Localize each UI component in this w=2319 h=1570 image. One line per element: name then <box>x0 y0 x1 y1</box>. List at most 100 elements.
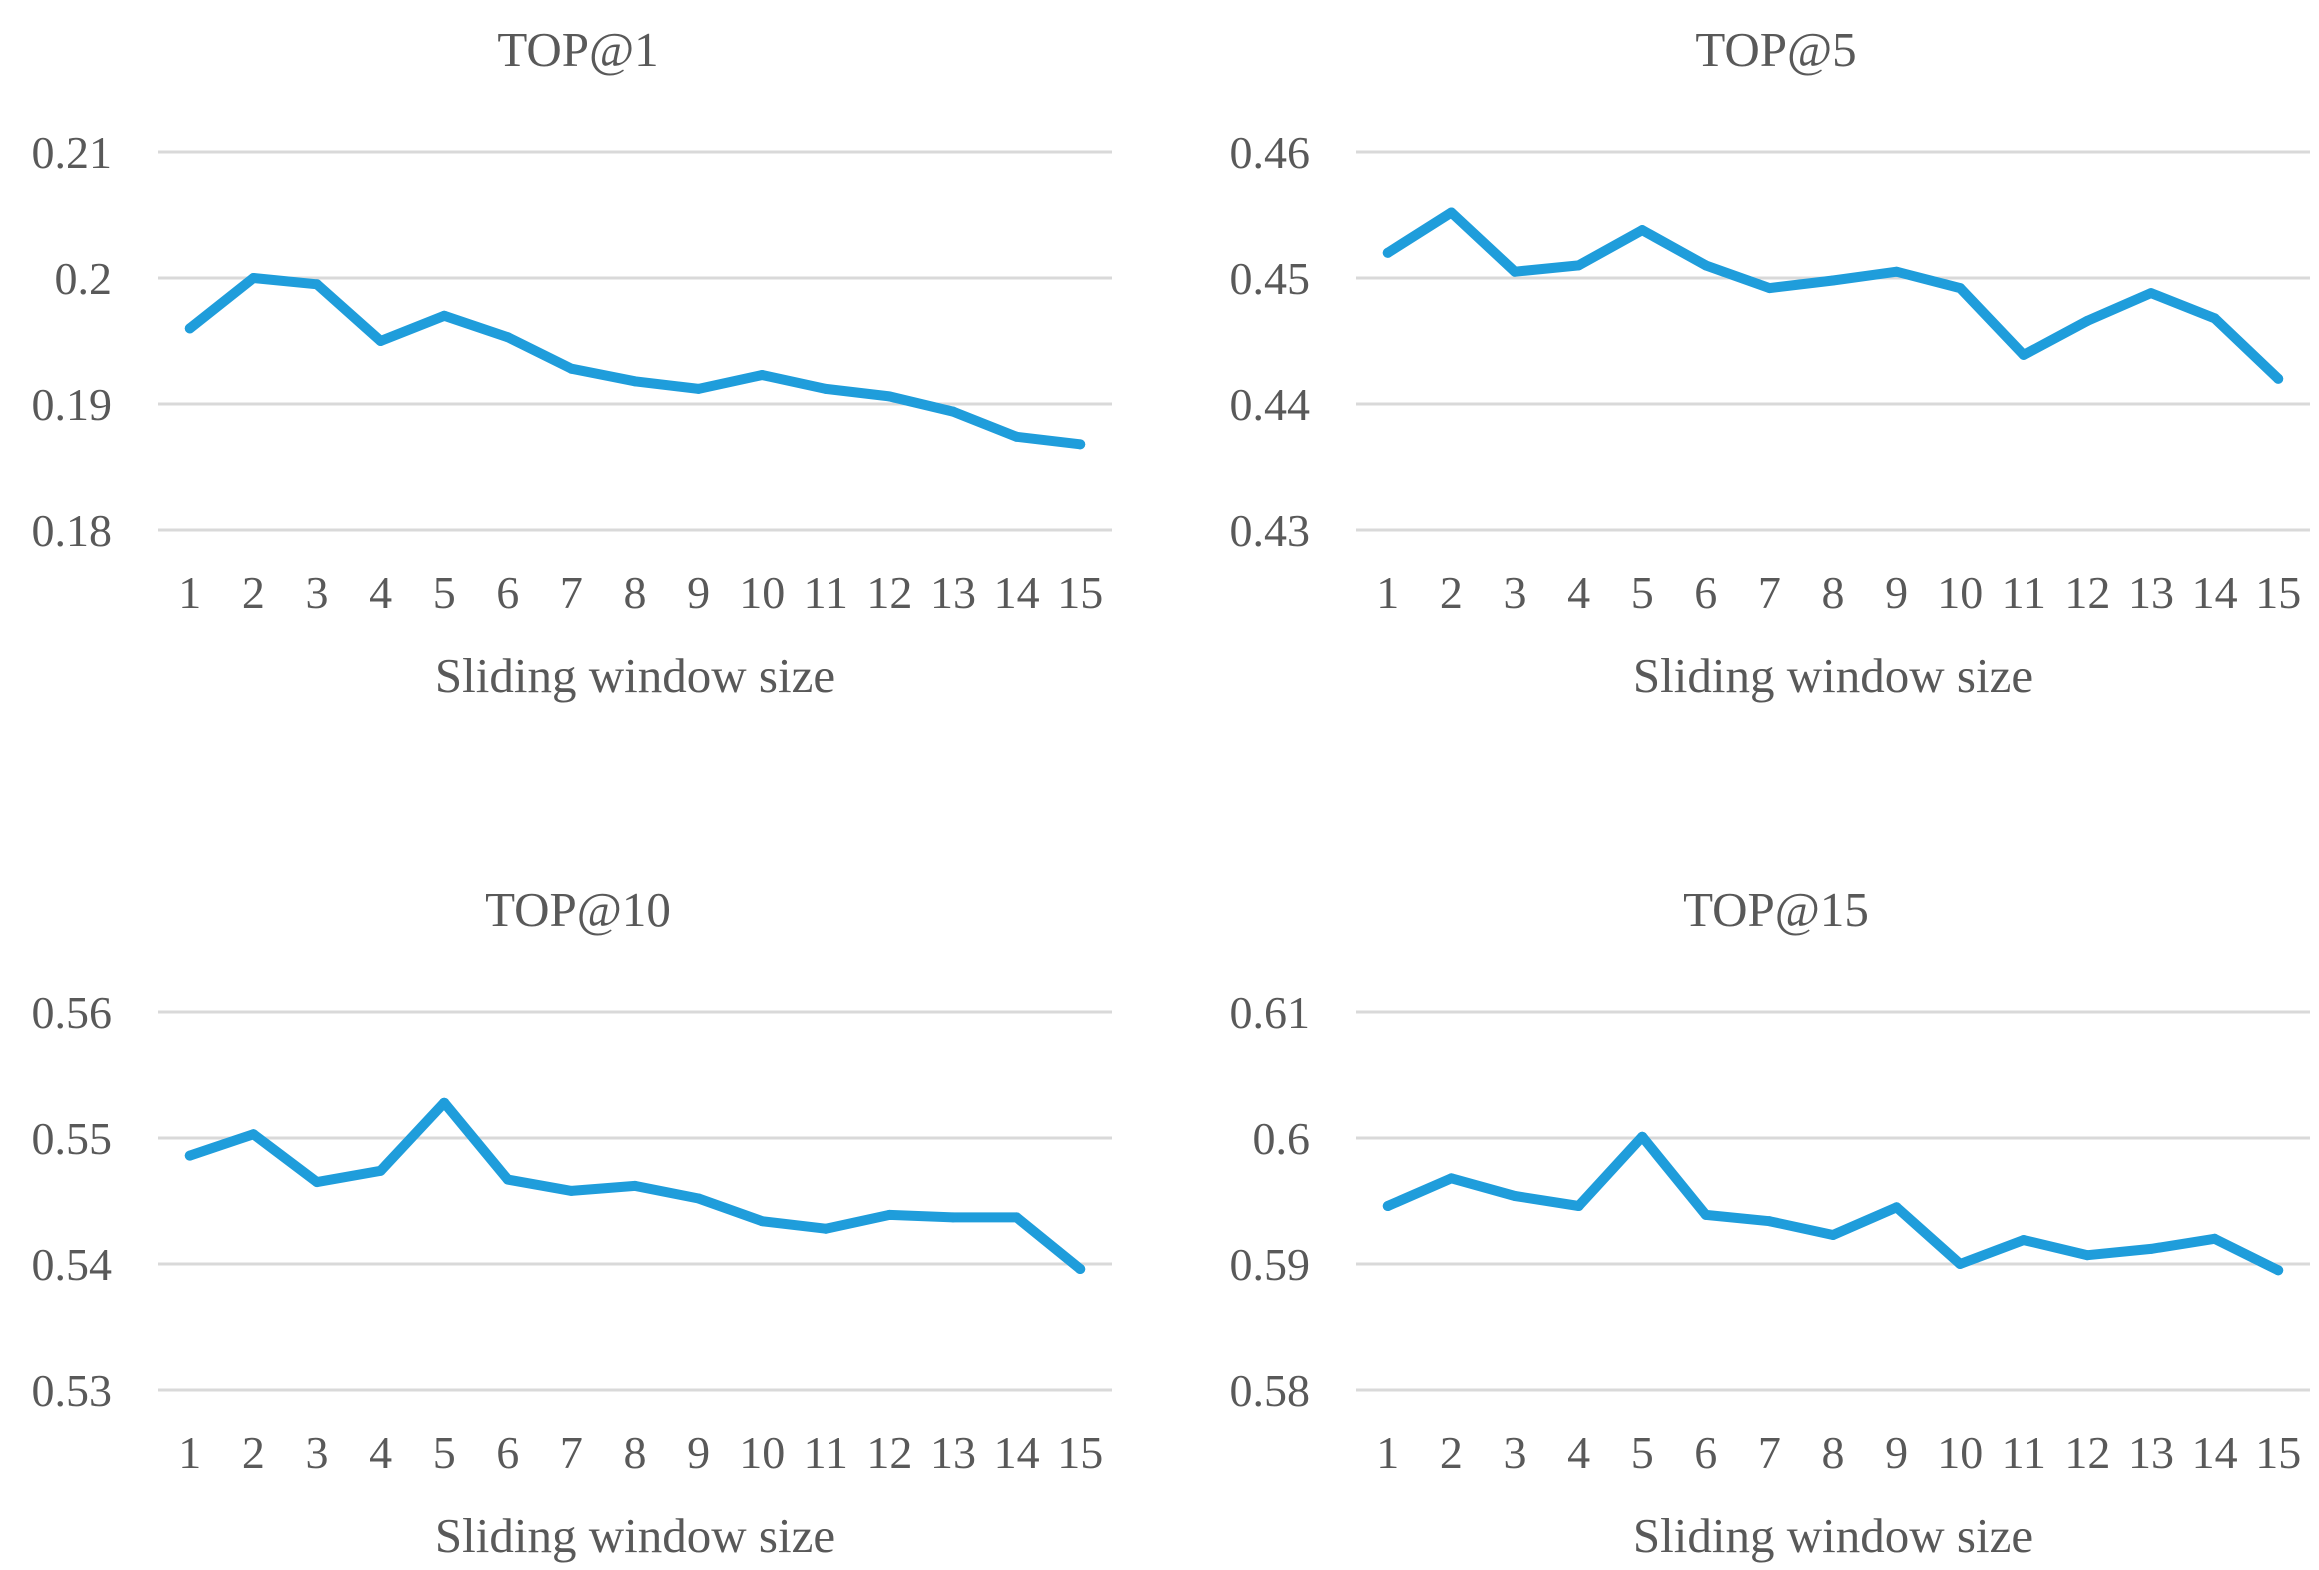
series-line <box>1382 207 2284 384</box>
chart-panel-3: TOP@100.530.540.550.561 2 3 4 5 6 7 8 9 10 11 12 13 1… <box>32 882 1112 1563</box>
x-tick-label: 14 <box>994 1427 1040 1478</box>
data-point <box>1637 225 1648 236</box>
data-point <box>948 406 958 417</box>
y-tick-label: 0.18 <box>32 505 113 556</box>
chart-panel-4: TOP@150.580.590.60.611 2 3 4 5 6 7 8 9 10 11 12 13 14… <box>1230 882 2310 1563</box>
x-tick-label: 5 <box>1631 1427 1654 1478</box>
data-point <box>1382 247 1393 258</box>
x-tick-label: 11 <box>2002 1427 2046 1478</box>
data-point <box>566 363 577 374</box>
x-tick-label: 9 <box>687 567 710 618</box>
x-tick-label: 12 <box>2064 1427 2110 1478</box>
x-tick-label: 15 <box>1057 1427 1103 1478</box>
x-tick-label: 8 <box>624 567 647 618</box>
x-tick-label: 13 <box>2128 1427 2174 1478</box>
data-point <box>1955 1259 1966 1269</box>
data-point <box>1446 1173 1457 1184</box>
x-tick-label: 10 <box>1937 567 1983 618</box>
data-point <box>757 370 768 381</box>
x-tick-label: 1 <box>1376 567 1399 618</box>
data-point <box>1700 1209 1711 1220</box>
data-point <box>1446 207 1457 218</box>
data-point <box>1828 1230 1838 1241</box>
y-tick-label: 0.58 <box>1230 1365 1311 1416</box>
data-point <box>2146 288 2156 299</box>
x-tick-label: 4 <box>369 1427 392 1478</box>
x-tick-label: 14 <box>994 567 1040 618</box>
data-point <box>693 1193 704 1204</box>
x-tick-label: 15 <box>2255 567 2301 618</box>
x-tick-label: 7 <box>560 1427 583 1478</box>
chart-title: TOP@1 <box>497 22 658 77</box>
x-tick-label: 4 <box>1567 1427 1590 1478</box>
data-point <box>757 1216 768 1227</box>
data-point <box>1382 1201 1393 1212</box>
data-point <box>184 1150 195 1161</box>
data-point <box>312 279 322 290</box>
x-axis-title: Sliding window size <box>1633 648 2033 703</box>
data-point <box>820 1223 831 1234</box>
x-tick-label: 14 <box>2192 1427 2238 1478</box>
x-tick-label: 1 <box>178 567 201 618</box>
series-line <box>1382 1131 2284 1276</box>
x-tick-label: 10 <box>1937 1427 1983 1478</box>
data-point <box>375 1165 386 1176</box>
data-point <box>312 1177 322 1188</box>
data-point <box>502 332 513 343</box>
x-tick-label: 12 <box>2064 567 2110 618</box>
y-tick-label: 0.55 <box>32 1113 113 1164</box>
x-tick-label: 2 <box>242 1427 265 1478</box>
x-tick-label: 12 <box>866 1427 912 1478</box>
x-tick-label: 10 <box>739 567 785 618</box>
chart-panel-2: TOP@50.430.440.450.461 2 3 4 5 6 7 8 9 10 11 12 13 14… <box>1230 22 2310 703</box>
x-tick-label: 14 <box>2192 567 2238 618</box>
data-point <box>2018 349 2029 360</box>
x-tick-label: 8 <box>624 1427 647 1478</box>
data-point <box>1828 275 1838 286</box>
data-point <box>1573 260 1584 271</box>
x-tick-label: 10 <box>739 1427 785 1478</box>
x-tick-label: 11 <box>804 567 848 618</box>
series-line <box>184 273 1086 450</box>
y-tick-label: 0.45 <box>1230 253 1311 304</box>
x-tick-label: 6 <box>496 567 519 618</box>
chart-title: TOP@5 <box>1695 22 1856 77</box>
data-point <box>820 383 831 394</box>
x-tick-label: 2 <box>1440 1427 1463 1478</box>
y-tick-label: 0.19 <box>32 379 113 430</box>
x-tick-label: 9 <box>1885 1427 1908 1478</box>
data-point <box>184 323 195 334</box>
data-point <box>375 336 386 346</box>
x-tick-label: 1 <box>1376 1427 1399 1478</box>
x-tick-label: 6 <box>496 1427 519 1478</box>
data-point <box>948 1212 958 1223</box>
data-point <box>2082 1250 2093 1261</box>
x-tick-label: 6 <box>1694 567 1717 618</box>
x-tick-label: 6 <box>1694 1427 1717 1478</box>
x-tick-label: 5 <box>1631 567 1654 618</box>
data-point <box>248 1129 259 1140</box>
data-point <box>693 383 704 394</box>
y-tick-label: 0.59 <box>1230 1239 1311 1290</box>
x-tick-label: 1 <box>178 1427 201 1478</box>
x-tick-label: 2 <box>1440 567 1463 618</box>
y-tick-label: 0.44 <box>1230 379 1311 430</box>
x-tick-label: 5 <box>433 567 456 618</box>
x-tick-label: 13 <box>930 567 976 618</box>
x-axis-title: Sliding window size <box>435 1508 835 1563</box>
x-tick-label: 7 <box>1758 1427 1781 1478</box>
x-axis-title: Sliding window size <box>435 648 835 703</box>
x-tick-label: 11 <box>804 1427 848 1478</box>
data-point <box>884 391 895 402</box>
data-point <box>1764 283 1775 294</box>
y-tick-label: 0.21 <box>32 127 113 178</box>
data-point <box>2146 1243 2156 1254</box>
data-point <box>1700 260 1711 271</box>
x-tick-label: 15 <box>2255 1427 2301 1478</box>
data-point <box>566 1185 577 1196</box>
x-tick-label: 2 <box>242 567 265 618</box>
x-tick-label: 3 <box>1504 1427 1527 1478</box>
x-tick-label: 4 <box>369 567 392 618</box>
y-tick-label: 0.6 <box>1253 1113 1311 1164</box>
